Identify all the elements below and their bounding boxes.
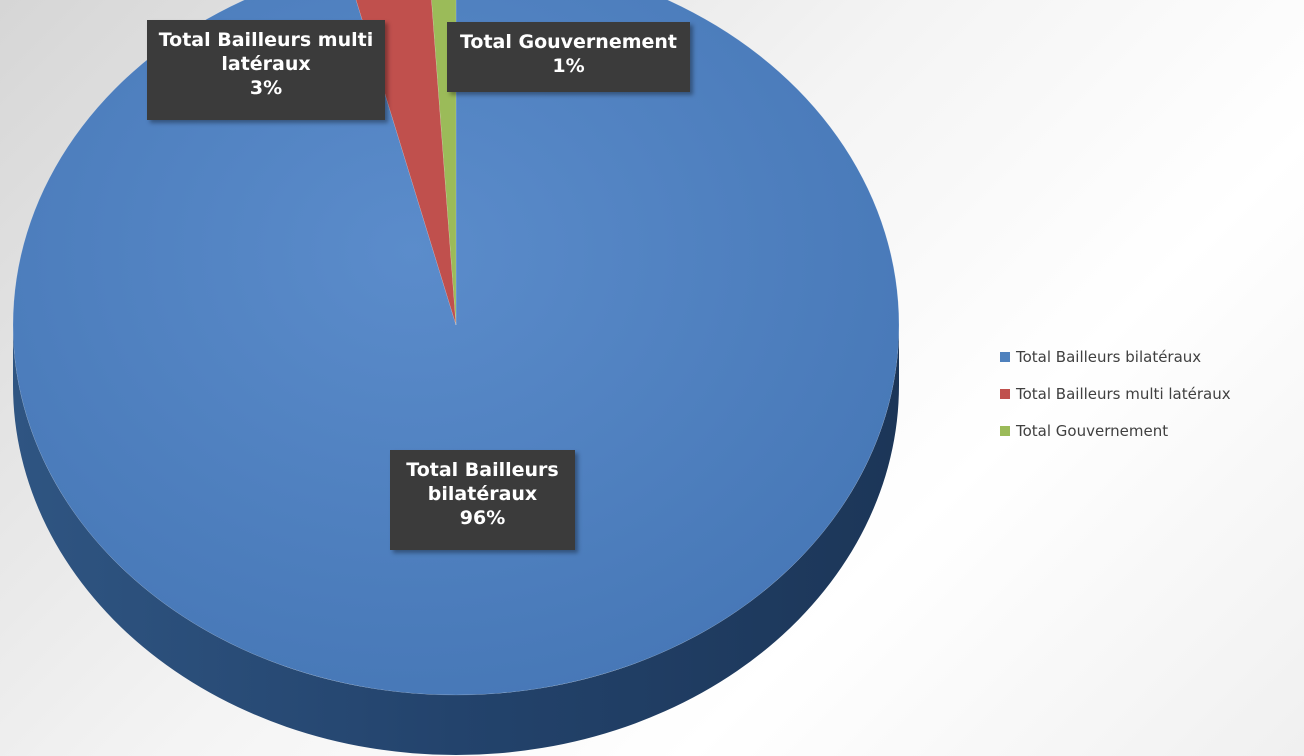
legend-item-gouvernement: Total Gouvernement — [1000, 419, 1231, 443]
data-label-gouvernement: Total Gouvernement 1% — [447, 22, 690, 92]
chart-legend: Total Bailleurs bilatéraux Total Bailleu… — [1000, 345, 1231, 456]
data-label-bilateraux-line2: bilatéraux — [427, 483, 538, 505]
pie-side-wall — [13, 325, 899, 755]
data-label-multilateraux-line1: Total Bailleurs multi — [158, 29, 374, 51]
data-label-multilateraux-line2: latéraux — [221, 53, 311, 75]
legend-swatch-bilateraux — [1000, 352, 1010, 362]
pie-slice-bilateraux — [12, 0, 900, 696]
legend-label-gouvernement: Total Gouvernement — [1016, 422, 1169, 440]
legend-item-bilateraux: Total Bailleurs bilatéraux — [1000, 345, 1231, 369]
legend-swatch-gouvernement — [1000, 426, 1010, 436]
pie-side-face — [13, 325, 899, 755]
legend-label-bilateraux: Total Bailleurs bilatéraux — [1016, 348, 1202, 366]
data-label-multilateraux-value: 3% — [249, 77, 283, 99]
legend-item-multilateraux: Total Bailleurs multi latéraux — [1000, 382, 1231, 406]
data-label-gouvernement-line1: Total Gouvernement — [459, 31, 678, 53]
legend-swatch-multilateraux — [1000, 389, 1010, 399]
data-label-bilateraux: Total Bailleurs bilatéraux 96% — [390, 450, 575, 550]
legend-label-multilateraux: Total Bailleurs multi latéraux — [1016, 385, 1231, 403]
data-label-gouvernement-value: 1% — [552, 55, 585, 77]
pie-slice-multilateraux — [355, 0, 457, 326]
data-label-bilateraux-line1: Total Bailleurs — [406, 459, 559, 481]
data-label-bilateraux-value: 96% — [459, 507, 506, 529]
data-label-multilateraux: Total Bailleurs multi latéraux 3% — [147, 20, 385, 120]
